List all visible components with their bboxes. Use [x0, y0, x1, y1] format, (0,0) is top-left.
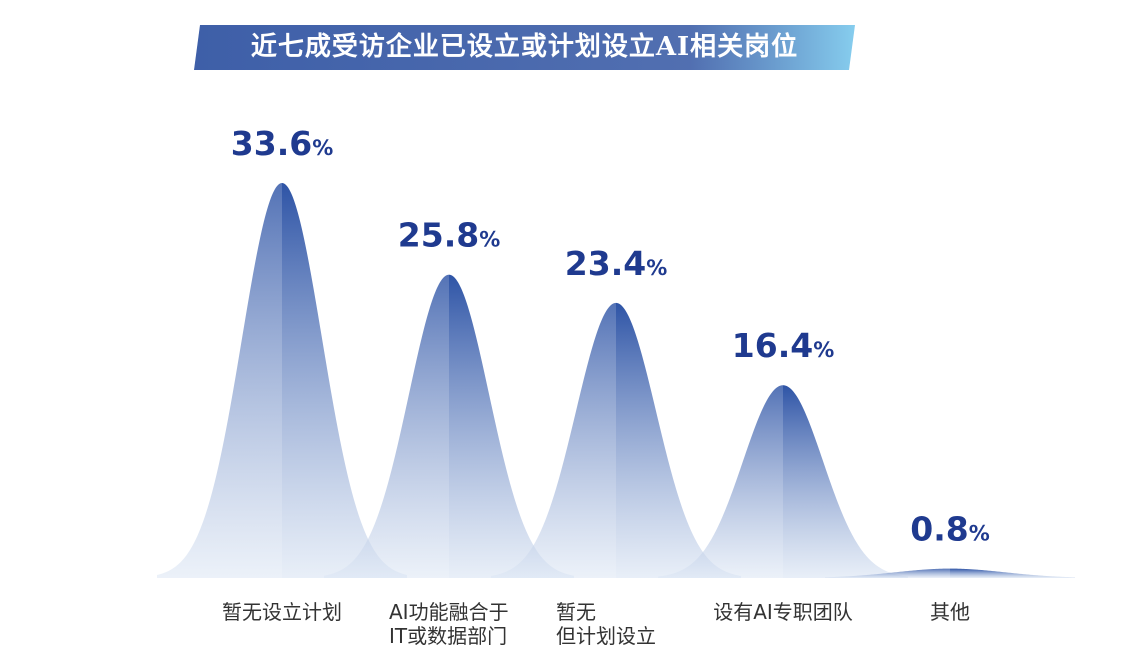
title-banner	[194, 25, 855, 70]
curve-right-5	[950, 568, 1075, 578]
value-label-4: 16.4%	[732, 326, 834, 365]
category-label-1: 暂无设立计划	[222, 600, 342, 624]
curve-right-1	[282, 183, 407, 578]
curve-left-4	[658, 385, 783, 578]
category-label-2: AI功能融合于 IT或数据部门	[389, 600, 509, 648]
curve-left-1	[157, 183, 282, 578]
curve-left-2	[324, 274, 449, 578]
curve-right-2	[449, 274, 574, 578]
category-label-3: 暂无但计划设立	[556, 600, 656, 648]
value-label-3: 23.4%	[565, 244, 667, 283]
curve-right-4	[783, 385, 908, 578]
curve-left-5	[825, 568, 950, 578]
category-label-5: 其他	[930, 600, 970, 624]
value-label-2: 25.8%	[398, 216, 500, 255]
chart-title: 近七成受访企业已设立或计划设立AI相关岗位	[250, 32, 799, 62]
curve-right-3	[616, 302, 741, 578]
category-label-4: 设有AI专职团队	[713, 600, 853, 624]
curve-left-3	[491, 302, 616, 578]
value-label-1: 33.6%	[231, 124, 333, 163]
value-label-5: 0.8%	[910, 510, 990, 549]
